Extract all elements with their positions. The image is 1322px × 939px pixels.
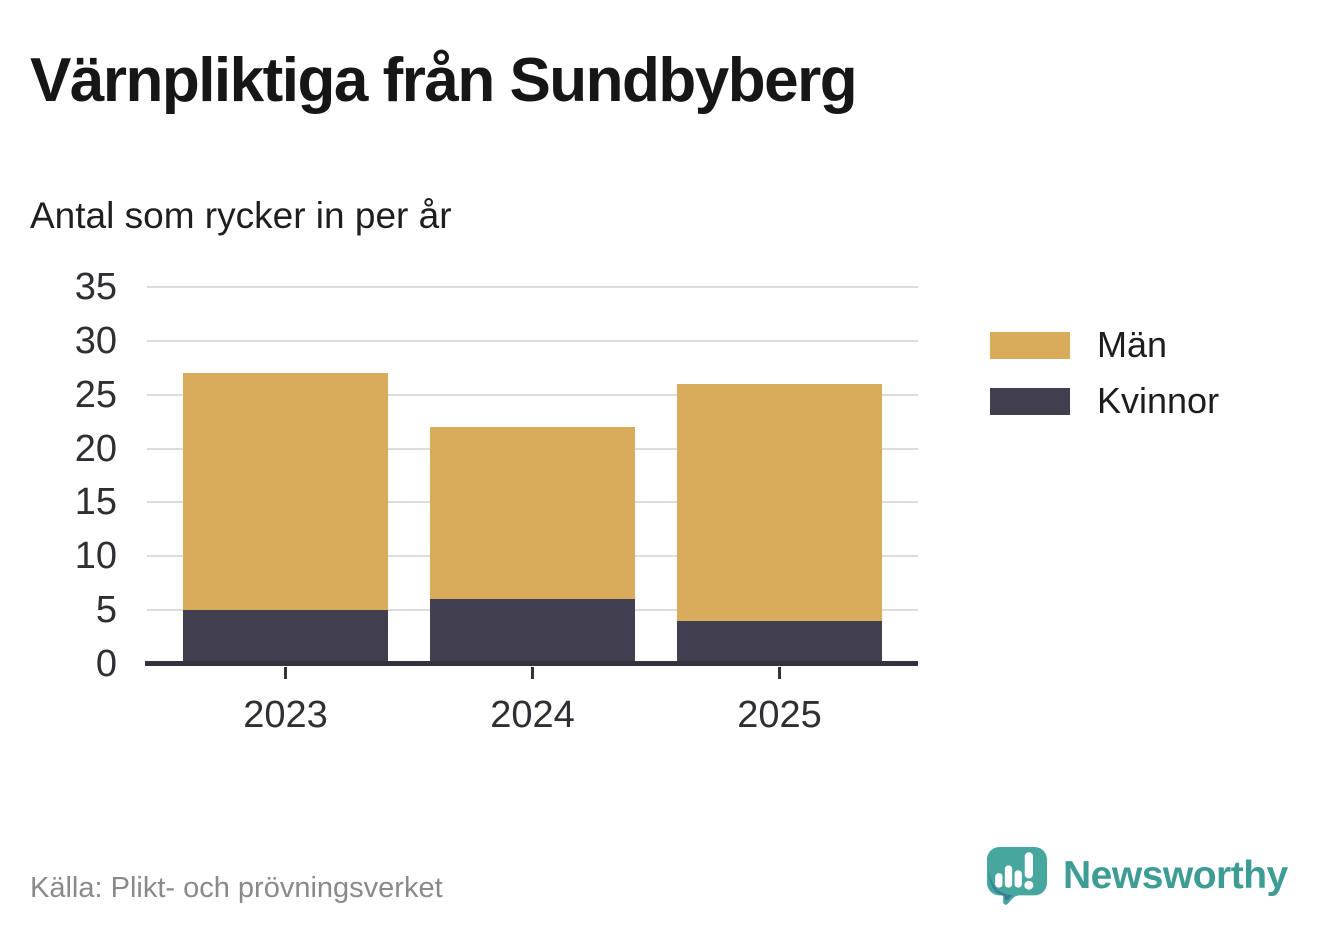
newsworthy-wordmark: Newsworthy [1063,854,1288,897]
bar-segment [677,384,882,621]
bar-segment [430,599,635,664]
source-note: Källa: Plikt- och prövningsverket [30,872,443,904]
x-tick-label: 2024 [490,694,575,736]
y-tick-label: 20 [74,428,117,470]
bar-segment [430,427,635,599]
y-tick-label: 25 [74,374,117,416]
plot-area [145,286,918,679]
gridline [147,340,918,342]
x-axis-labels: 2023 2024 2025 [145,694,918,736]
legend-swatch [990,387,1070,415]
newsworthy-logo-icon [986,846,1048,905]
x-axis-line [145,661,918,666]
gridline [147,394,918,396]
legend-swatch [990,331,1070,359]
logo-bar-small [995,873,1003,888]
y-tick-label: 0 [95,643,117,685]
y-tick-label: 35 [74,266,117,308]
bar-segment [183,610,388,664]
chart-subtitle: Antal som rycker in per år [30,195,452,236]
legend-label: Kvinnor [1097,380,1220,421]
x-axis-tick [530,667,535,679]
logo-bar-medium [1014,870,1022,888]
x-axis-tick [283,667,288,679]
chart-title: Värnpliktiga från Sundbyberg [30,46,858,115]
bar-segment [677,621,882,664]
legend-item: Kvinnor [990,380,1220,421]
y-axis-labels: 0 5 10 15 20 25 30 35 [0,268,117,683]
y-tick-label: 5 [95,589,117,631]
y-tick-label: 15 [74,481,117,523]
logo-exclamation-bar [1024,852,1033,879]
x-tick-label: 2023 [243,694,328,736]
newsworthy-brand: Newsworthy [984,845,1288,907]
bar-segment [183,373,388,610]
logo-bar-tall [1004,865,1013,888]
legend-item: Män [990,324,1219,365]
gridline [147,286,918,288]
y-tick-label: 10 [74,535,117,577]
legend: Män Kvinnor [990,324,1220,438]
x-axis-tick [777,667,782,679]
legend-label: Män [1097,324,1168,365]
logo-exclamation-dot [1024,880,1034,890]
x-tick-label: 2025 [737,694,822,736]
y-tick-label: 30 [74,320,117,362]
